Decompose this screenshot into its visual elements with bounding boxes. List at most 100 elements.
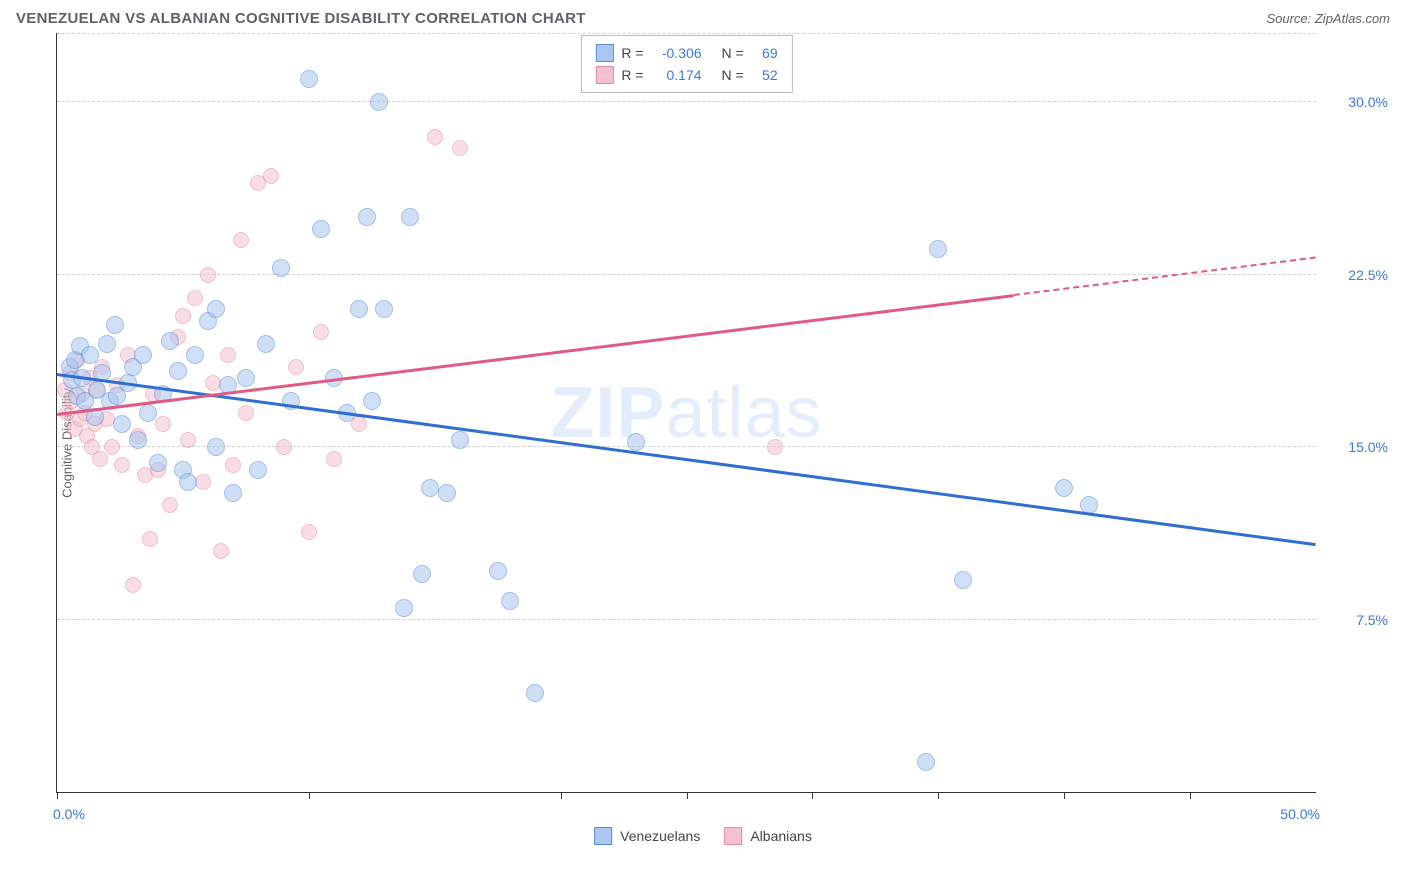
scatter-point — [180, 432, 196, 448]
scatter-point — [452, 140, 468, 156]
n-label: N = — [721, 42, 743, 64]
scatter-point — [149, 454, 167, 472]
scatter-point — [187, 290, 203, 306]
y-tick-label: 15.0% — [1324, 439, 1388, 455]
scatter-point — [139, 404, 157, 422]
gridline — [57, 446, 1316, 447]
swatch-albanians — [595, 66, 613, 84]
x-tick — [687, 792, 688, 799]
scatter-point — [326, 451, 342, 467]
x-axis-max-label: 50.0% — [1280, 806, 1320, 822]
scatter-point — [427, 129, 443, 145]
chart-title: VENEZUELAN VS ALBANIAN COGNITIVE DISABIL… — [16, 10, 586, 27]
scatter-point — [929, 240, 947, 258]
scatter-point — [225, 457, 241, 473]
scatter-point — [92, 451, 108, 467]
scatter-point — [195, 474, 211, 490]
scatter-point — [413, 565, 431, 583]
scatter-point — [81, 346, 99, 364]
n-label: N = — [721, 64, 743, 86]
chart-container: VENEZUELAN VS ALBANIAN COGNITIVE DISABIL… — [10, 10, 1396, 882]
r-label: R = — [621, 64, 643, 86]
scatter-point — [954, 571, 972, 589]
scatter-point — [134, 346, 152, 364]
scatter-point — [451, 431, 469, 449]
scatter-point — [421, 479, 439, 497]
scatter-point — [257, 335, 275, 353]
scatter-point — [224, 484, 242, 502]
series-legend: Venezuelans Albanians — [594, 827, 812, 845]
scatter-point — [237, 369, 255, 387]
scatter-point — [179, 473, 197, 491]
scatter-point — [917, 753, 935, 771]
swatch-venezuelans — [595, 44, 613, 62]
scatter-point — [363, 392, 381, 410]
x-axis-min-label: 0.0% — [53, 806, 85, 822]
legend-row-venezuelans: R = -0.306 N = 69 — [595, 42, 777, 64]
scatter-point — [627, 433, 645, 451]
scatter-point — [142, 531, 158, 547]
scatter-point — [155, 416, 171, 432]
scatter-point — [288, 359, 304, 375]
scatter-point — [313, 324, 329, 340]
scatter-point — [358, 208, 376, 226]
scatter-point — [767, 439, 783, 455]
scatter-point — [233, 232, 249, 248]
gridline — [57, 33, 1316, 34]
trend-line — [1014, 256, 1316, 296]
scatter-point — [104, 439, 120, 455]
scatter-point — [263, 168, 279, 184]
watermark-bold: ZIP — [550, 373, 665, 453]
legend-item-venezuelans: Venezuelans — [594, 827, 700, 845]
scatter-point — [98, 335, 116, 353]
scatter-point — [238, 405, 254, 421]
scatter-point — [438, 484, 456, 502]
scatter-point — [272, 259, 290, 277]
scatter-point — [200, 267, 216, 283]
x-tick — [1190, 792, 1191, 799]
swatch-venezuelans — [594, 827, 612, 845]
x-tick — [1064, 792, 1065, 799]
scatter-point — [1055, 479, 1073, 497]
scatter-point — [175, 308, 191, 324]
scatter-point — [249, 461, 267, 479]
y-tick-label: 30.0% — [1324, 94, 1388, 110]
correlation-legend: R = -0.306 N = 69 R = 0.174 N = 52 — [580, 35, 792, 93]
source-attribution: Source: ZipAtlas.com — [1266, 11, 1390, 26]
scatter-point — [129, 431, 147, 449]
n-value-albanians: 52 — [752, 64, 778, 86]
scatter-point — [161, 332, 179, 350]
scatter-point — [186, 346, 204, 364]
r-value-albanians: 0.174 — [652, 64, 702, 86]
scatter-point — [207, 300, 225, 318]
x-tick — [938, 792, 939, 799]
x-tick — [309, 792, 310, 799]
scatter-point — [401, 208, 419, 226]
chart-header: VENEZUELAN VS ALBANIAN COGNITIVE DISABIL… — [10, 10, 1396, 33]
x-tick — [561, 792, 562, 799]
legend-label: Venezuelans — [620, 828, 700, 844]
scatter-point — [395, 599, 413, 617]
scatter-point — [300, 70, 318, 88]
scatter-point — [526, 684, 544, 702]
x-tick — [812, 792, 813, 799]
scatter-point — [501, 592, 519, 610]
trend-line — [57, 373, 1316, 546]
r-value-venezuelans: -0.306 — [652, 42, 702, 64]
scatter-point — [489, 562, 507, 580]
plot-area: ZIPatlas R = -0.306 N = 69 R = 0.174 N = — [56, 33, 1316, 793]
plot-outer: Cognitive Disability ZIPatlas R = -0.306… — [10, 33, 1396, 853]
scatter-point — [351, 416, 367, 432]
scatter-point — [375, 300, 393, 318]
gridline — [57, 101, 1316, 102]
r-label: R = — [621, 42, 643, 64]
gridline — [57, 274, 1316, 275]
y-tick-label: 22.5% — [1324, 267, 1388, 283]
scatter-point — [106, 316, 124, 334]
scatter-point — [276, 439, 292, 455]
scatter-point — [370, 93, 388, 111]
n-value-venezuelans: 69 — [752, 42, 778, 64]
scatter-point — [113, 415, 131, 433]
legend-row-albanians: R = 0.174 N = 52 — [595, 64, 777, 86]
legend-item-albanians: Albanians — [724, 827, 812, 845]
